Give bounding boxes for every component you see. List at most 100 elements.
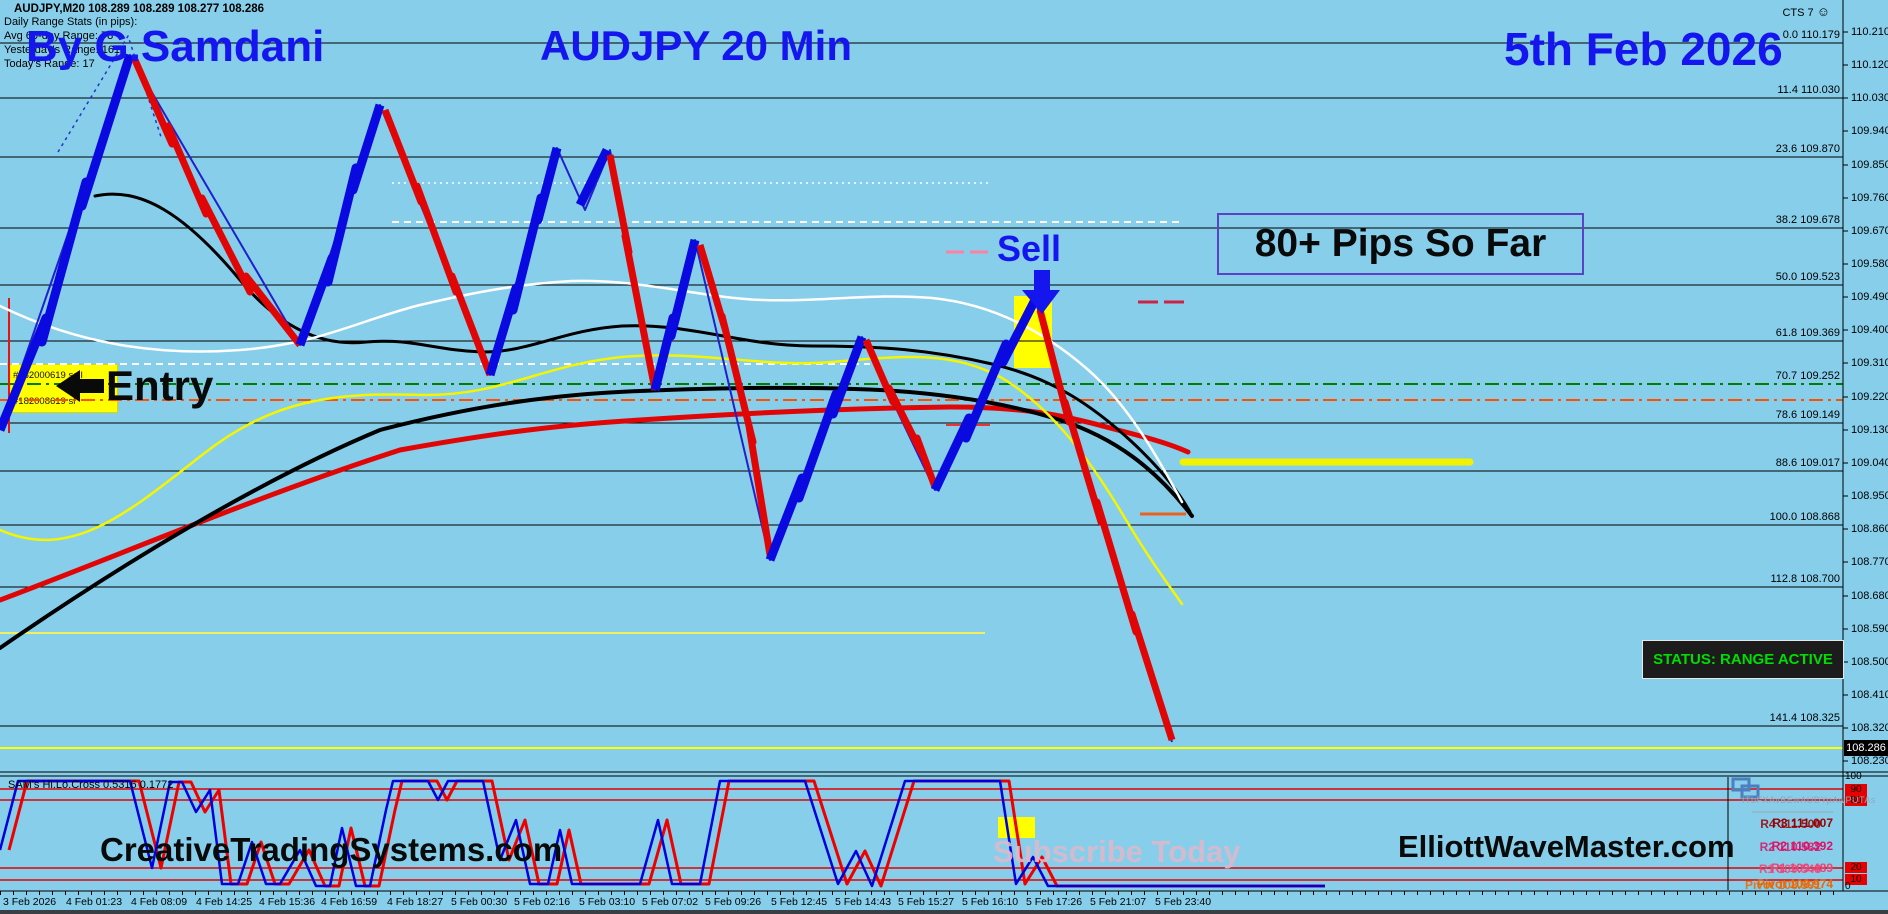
- time-axis-label: 4 Feb 18:27: [387, 896, 444, 908]
- time-axis-label: 5 Feb 16:10: [962, 896, 1019, 908]
- fib-level-label: 70.7 109.252: [1775, 370, 1840, 382]
- price-tick-label: 109.220: [1851, 391, 1888, 403]
- pivot-label: Pivot 108.974: [1756, 877, 1833, 891]
- fib-level-label: 50.0 109.523: [1775, 271, 1840, 283]
- price-tick-label: 110.120: [1851, 59, 1888, 71]
- ma-red: [0, 404, 1191, 603]
- range-stat-yesterday: Yesterday's Range: 161: [4, 44, 121, 56]
- candle-run-down-3: [606, 154, 659, 391]
- price-tick-label: 109.760: [1851, 192, 1888, 204]
- fib-level-label: 23.6 109.870: [1775, 143, 1840, 155]
- site-watermark-right: ElliottWaveMaster.com: [1398, 829, 1735, 864]
- fib-level-label: 61.8 109.369: [1775, 327, 1840, 339]
- pivot-label-row: Pivot 108.974 Pivot 108.591: [1745, 877, 1833, 892]
- pivot-label: R2 110.392: [1771, 839, 1833, 853]
- pivot-label-overlap: R1 109.548: [1758, 862, 1821, 876]
- candle-run-up-2: [295, 103, 385, 347]
- pivot-label-row: R1 109.489 R1 109.548: [1759, 861, 1833, 876]
- price-tick-label: 108.410: [1851, 689, 1888, 701]
- entry-annotation: Entry: [56, 362, 213, 410]
- candle-run-up-5: [650, 238, 700, 392]
- price-tick-label: 109.490: [1851, 291, 1888, 303]
- pivot-label-overlap: Pivot 108.591: [1744, 878, 1821, 892]
- fib-level-label: 38.2 109.678: [1775, 214, 1840, 226]
- symbol-ohlc-readout: AUDJPY,M20 108.289 108.289 108.277 108.2…: [14, 3, 265, 15]
- price-tick-label: 109.670: [1851, 225, 1888, 237]
- candle-run-down-5: [862, 338, 939, 489]
- date-annotation: 5th Feb 2026: [1504, 23, 1783, 75]
- time-axis-label: 5 Feb 12:45: [771, 896, 828, 908]
- time-axis-label: 5 Feb 15:27: [898, 896, 955, 908]
- price-tick-label: 108.680: [1851, 590, 1888, 602]
- candle-run-down-4: [696, 243, 774, 556]
- entry-arrow-left-icon: [56, 370, 104, 402]
- time-axis-label: 5 Feb 09:26: [705, 896, 762, 908]
- price-tick-label: 108.860: [1851, 523, 1888, 535]
- price-tick-label: 109.040: [1851, 457, 1888, 469]
- price-tick-label: 109.580: [1851, 258, 1888, 270]
- ma-black-slow: [0, 385, 1194, 650]
- price-tick-label: 110.030: [1851, 92, 1888, 104]
- oscillator-level-badge: 80: [1845, 795, 1867, 806]
- candle-run-down-6: [1036, 309, 1176, 742]
- range-stat-today: Today's Range: 17: [4, 58, 95, 70]
- fib-level-label: 78.6 109.149: [1775, 409, 1840, 421]
- candle-run-up-6: [765, 335, 867, 562]
- author-annotation: By G.Samdani: [26, 22, 325, 71]
- oscillator-scale-label: 100: [1845, 771, 1862, 782]
- pivot-label-row: R2 110.392 R2 110.582: [1760, 839, 1833, 854]
- pivot-label: R3 111.007: [1772, 816, 1833, 830]
- price-tick-label: 109.940: [1851, 125, 1888, 137]
- pips-callout-box: 80+ Pips So Far: [1217, 213, 1584, 275]
- price-tick-label: 108.770: [1851, 556, 1888, 568]
- time-axis-label: 4 Feb 14:25: [196, 896, 253, 908]
- price-tick-label: 108.590: [1851, 623, 1888, 635]
- sell-arrow-down-icon: [1022, 270, 1060, 314]
- pivot-label-row: R3 111.007 R4 111.500: [1760, 816, 1833, 831]
- time-axis-label: 4 Feb 15:36: [259, 896, 316, 908]
- fib-level-label: 0.0 110.179: [1782, 29, 1840, 41]
- time-axis-label: 5 Feb 02:16: [514, 896, 571, 908]
- price-tick-label: 110.210: [1851, 26, 1888, 38]
- price-tick-label: 108.950: [1851, 490, 1888, 502]
- fib-level-label: 88.6 109.017: [1775, 457, 1840, 469]
- candle-run-up-4: [575, 148, 612, 207]
- pips-callout-text: 80+ Pips So Far: [1254, 222, 1547, 265]
- fib-level-label: 112.8 108.700: [1770, 573, 1840, 585]
- pivot-label: R1 109.489: [1770, 861, 1833, 875]
- price-tick-label: 109.850: [1851, 159, 1888, 171]
- price-tick-label: 109.310: [1851, 357, 1888, 369]
- status-text: STATUS: RANGE ACTIVE: [1653, 651, 1833, 668]
- fib-level-label: 141.4 108.325: [1769, 712, 1840, 724]
- window-bottom-edge: [0, 910, 1888, 914]
- time-axis-label: 5 Feb 07:02: [642, 896, 699, 908]
- oscillator-scale-label: 0: [1845, 881, 1851, 892]
- price-tick-label: 109.130: [1851, 424, 1888, 436]
- time-axis-label: 5 Feb 17:26: [1026, 896, 1083, 908]
- time-axis-label: 4 Feb 01:23: [66, 896, 123, 908]
- range-stats-title: Daily Range Stats (in pips):: [4, 16, 138, 28]
- fib-level-label: 100.0 108.868: [1769, 511, 1840, 523]
- time-axis-label: 5 Feb 03:10: [579, 896, 636, 908]
- price-tick-label: 108.230: [1851, 755, 1888, 767]
- pivot-label-overlap: R4 111.500: [1760, 817, 1821, 831]
- sell-label: Sell: [997, 228, 1062, 269]
- oscillator-name-label: SAM's Hi.Lo.Cross 0.5316 0.1772: [8, 779, 174, 791]
- smiley-icon: ☺: [1816, 4, 1830, 19]
- candle-run-up-3: [485, 146, 562, 377]
- candle-run-down-1: [131, 58, 303, 348]
- time-axis-label: 5 Feb 14:43: [835, 896, 892, 908]
- candle-run-down-2: [381, 108, 494, 377]
- site-watermark-left: CreativeTradingSystems.com: [100, 831, 563, 868]
- oscillator-level-badge: 20: [1845, 862, 1867, 873]
- time-axis-label: 5 Feb 23:40: [1155, 896, 1212, 908]
- current-price-badge: 108.286: [1844, 740, 1888, 756]
- time-axis-ticks: [0, 891, 1843, 895]
- fib-level-label: 11.4 110.030: [1777, 84, 1840, 96]
- indicator-version-label: CTS 7 ☺: [1782, 4, 1830, 19]
- range-stat-avg: Avg 60-day Range: 78: [4, 30, 114, 42]
- price-tick-label: 108.320: [1851, 722, 1888, 734]
- time-axis-label: 4 Feb 16:59: [321, 896, 378, 908]
